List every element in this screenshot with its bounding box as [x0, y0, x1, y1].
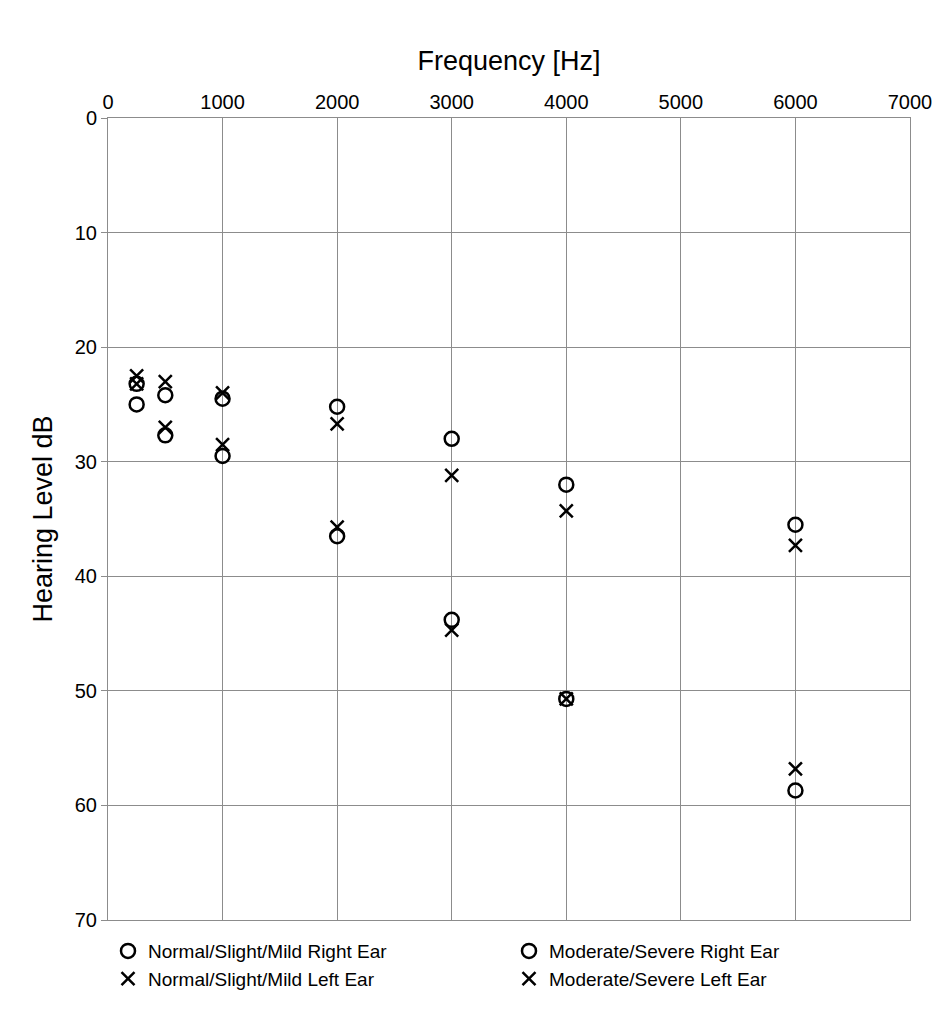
svg-text:20: 20: [75, 336, 97, 358]
svg-text:30: 30: [75, 451, 97, 473]
svg-text:50: 50: [75, 680, 97, 702]
svg-text:10: 10: [75, 222, 97, 244]
svg-text:7000: 7000: [888, 91, 933, 113]
svg-text:0: 0: [102, 91, 113, 113]
svg-text:5000: 5000: [659, 91, 704, 113]
svg-text:Normal/Slight/Mild Left Ear: Normal/Slight/Mild Left Ear: [148, 969, 375, 990]
svg-text:0: 0: [86, 107, 97, 129]
svg-text:2000: 2000: [315, 91, 360, 113]
svg-text:Moderate/Severe Left Ear: Moderate/Severe Left Ear: [549, 969, 767, 990]
svg-text:60: 60: [75, 794, 97, 816]
svg-text:40: 40: [75, 565, 97, 587]
svg-text:Moderate/Severe Right Ear: Moderate/Severe Right Ear: [549, 941, 780, 962]
svg-text:70: 70: [75, 909, 97, 931]
svg-text:3000: 3000: [429, 91, 474, 113]
svg-text:4000: 4000: [544, 91, 589, 113]
svg-text:6000: 6000: [773, 91, 818, 113]
svg-text:1000: 1000: [200, 91, 245, 113]
svg-text:Hearing Level dB: Hearing Level dB: [28, 415, 58, 622]
svg-text:Frequency [Hz]: Frequency [Hz]: [417, 46, 600, 76]
svg-text:Normal/Slight/Mild Right Ear: Normal/Slight/Mild Right Ear: [148, 941, 387, 962]
